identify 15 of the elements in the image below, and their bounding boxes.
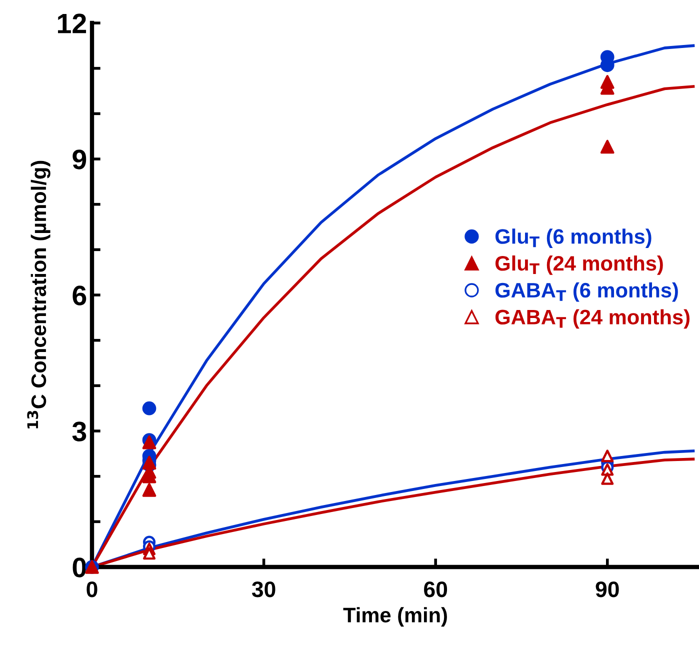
x-tick-label: 30 xyxy=(252,581,276,598)
x-tick-label: 90 xyxy=(596,581,619,598)
y-tick-label: 6 xyxy=(72,286,86,306)
y-tick-label: 3 xyxy=(72,422,86,442)
legend-label: Glu$_{T}$ (6 months) xyxy=(495,228,652,248)
y-tick-label: 9 xyxy=(72,150,86,170)
legend-label: GABA$_{T}$ (24 months) xyxy=(495,309,690,329)
y-tick-label: 0 xyxy=(72,558,86,578)
legend-label: Glu$_{T}$ (24 months) xyxy=(495,255,663,275)
y-tick-label: 12 xyxy=(58,14,86,34)
y-axis-title: $^{13}$C Concentration (µmol/g) xyxy=(27,160,50,428)
x-tick-label: 0 xyxy=(86,581,98,598)
x-axis-title: Time (min) xyxy=(343,607,447,627)
x-tick-label: 60 xyxy=(424,581,448,598)
legend-label: GABA$_{T}$ (6 months) xyxy=(495,282,678,302)
